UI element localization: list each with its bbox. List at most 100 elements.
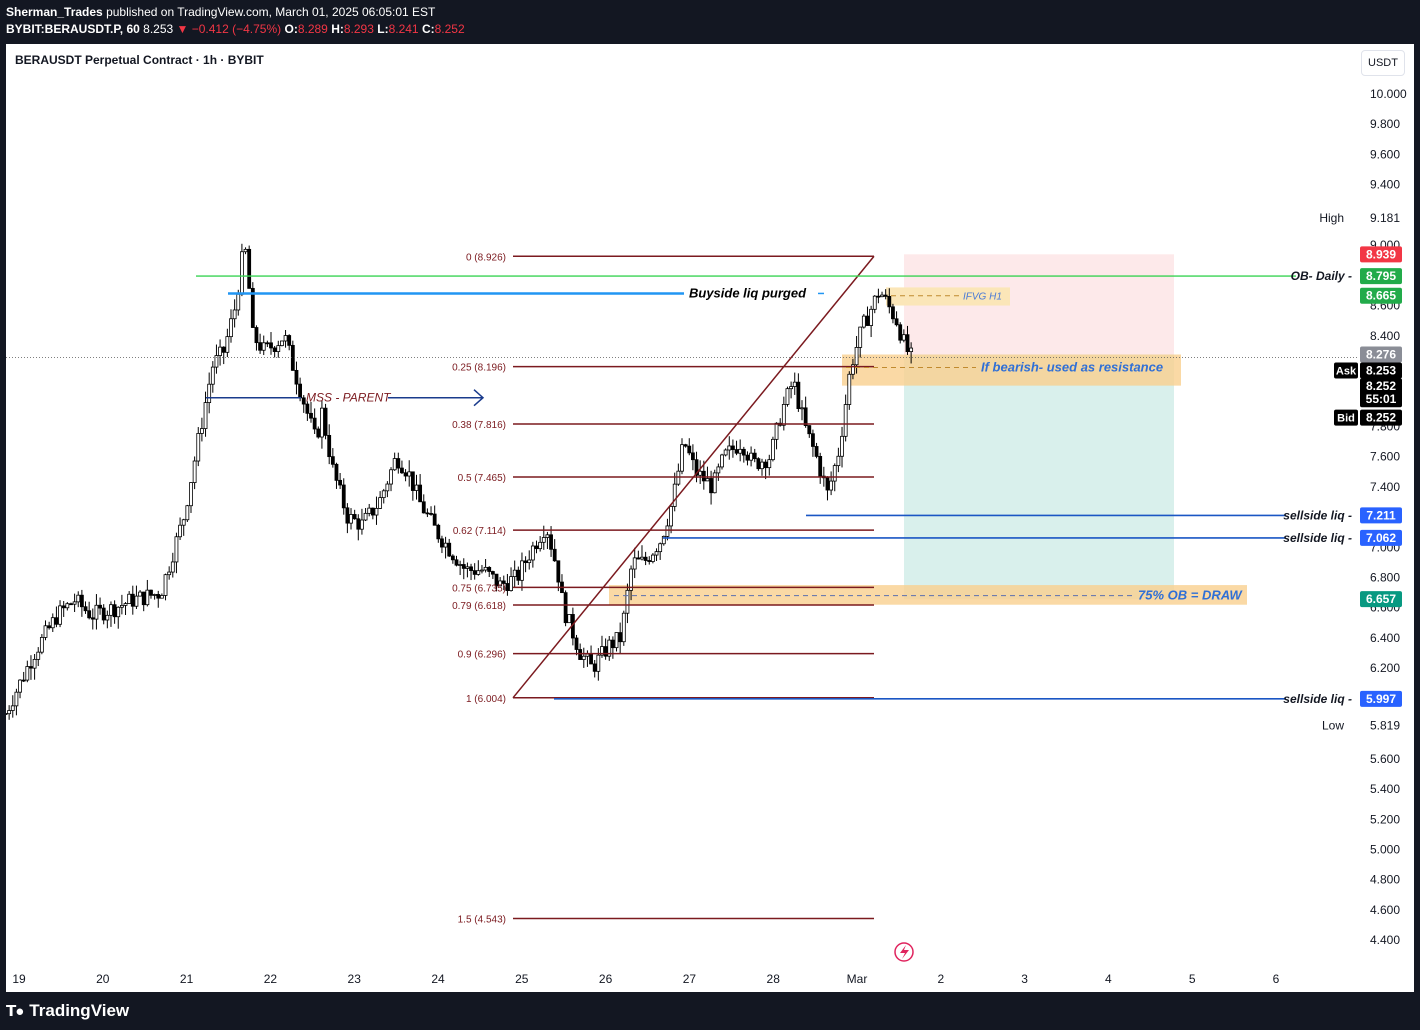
sellside-liq-label: sellside liq - [1283,692,1352,706]
footer-brand[interactable]: 𝗧● TradingView [6,998,129,1024]
candle-body [363,512,368,521]
x-tick-label: 24 [431,972,445,986]
side-badge [1334,362,1358,379]
candle-body [691,452,695,461]
candle-body [723,449,728,456]
candle-body [370,507,375,516]
candle-body [865,315,870,326]
candle-body [716,466,721,474]
publisher-name[interactable]: Sherman_Trades [6,5,103,19]
sellside-liq-label: sellside liq - [1283,531,1352,545]
candle-body [418,484,423,503]
candle-body [207,383,212,403]
candle-body [130,593,135,607]
candle-body [811,433,815,447]
price-badge [1360,246,1402,263]
candle-body [592,663,597,672]
candle-body [756,458,761,470]
order-block-zone [609,585,1247,605]
candle-body [349,514,353,524]
price-badge [1360,507,1402,524]
candle-body [891,306,895,320]
buyside-liq-label: Buyside liq purged [689,285,807,300]
candle-body [316,428,321,438]
candle-body [87,610,92,619]
candle-body [654,551,659,556]
candle-body [159,595,164,599]
candle-body [785,388,790,405]
candle-body [341,484,346,509]
candle-body [327,434,332,458]
candle-body [178,524,182,538]
price-badge [1360,378,1402,395]
candle-body [323,407,328,436]
y-tick-label: 5.200 [1370,812,1400,826]
candle-body [552,548,557,562]
price-badge-value: 8.252 [1366,379,1396,393]
candle-body [505,583,510,591]
y-tick-label: 4.600 [1370,903,1400,917]
candle-body [680,444,684,472]
candle-body [414,484,419,491]
candle-body [294,369,299,385]
candle-body [789,386,794,390]
candle-body [818,456,823,477]
candle-body [269,342,273,349]
candle-body [258,342,262,351]
price-chart[interactable]: 10.0009.8009.6009.4009.1819.0008.8008.60… [6,44,1414,992]
candle-body [181,519,186,526]
low-label: Low [1322,719,1344,733]
candle-body [200,428,204,434]
candle-body [741,448,746,456]
candle-body [61,605,66,609]
candle-body [501,580,506,584]
side-badge-label: Ask [1336,366,1357,378]
currency-button[interactable]: USDT [1361,50,1405,76]
candle-body [29,666,33,669]
price-badge-value: 8.252 [1366,411,1396,425]
y-tick-label: 9.800 [1370,117,1400,131]
candle-body [109,604,113,616]
candle-body [116,606,121,618]
price-badge-value: 5.997 [1366,692,1396,706]
candle-body [898,324,903,341]
candle-body [800,407,804,410]
candle-body [436,524,441,540]
candle-body [429,513,433,515]
candle-body [803,407,808,426]
mss-label: MSS - PARENT [306,391,392,405]
price-badge-value: 7.211 [1366,508,1396,522]
candle-body [872,295,877,310]
candle-body [76,594,81,603]
x-tick-label: 3 [1021,972,1028,986]
candle-body [334,463,339,481]
candle-body [574,637,579,650]
x-tick-label: 27 [683,972,697,986]
candle-body [640,556,644,560]
candle-body [298,383,303,399]
symbol-info: BYBIT:BERAUSDT.P, 60 8.253 ▼ −0.412 (−4.… [6,22,465,36]
candle-body [36,651,41,660]
candle-body [614,632,619,649]
candle-body [509,576,513,591]
candle-body [261,342,266,351]
candle-body [731,445,735,450]
price-badge-value: 8.665 [1366,289,1396,303]
candle-body [720,454,724,468]
candle-body [581,655,586,660]
candle-body [745,454,750,461]
candle-body [352,514,357,520]
chart-frame[interactable]: 10.0009.8009.6009.4009.1819.0008.8008.60… [6,44,1414,992]
candle-body [454,559,459,566]
candle-body [752,452,757,460]
candle-body [683,444,688,447]
candle-body [301,397,306,405]
candle-body [210,366,215,385]
close-value: 8.252 [434,22,465,36]
candle-body [432,513,437,526]
candle-body [883,294,888,297]
price-change: ▼ −0.412 (−4.75%) [176,22,282,36]
candle-body [632,557,637,570]
candle-body [578,649,583,660]
candle-body [538,541,543,550]
